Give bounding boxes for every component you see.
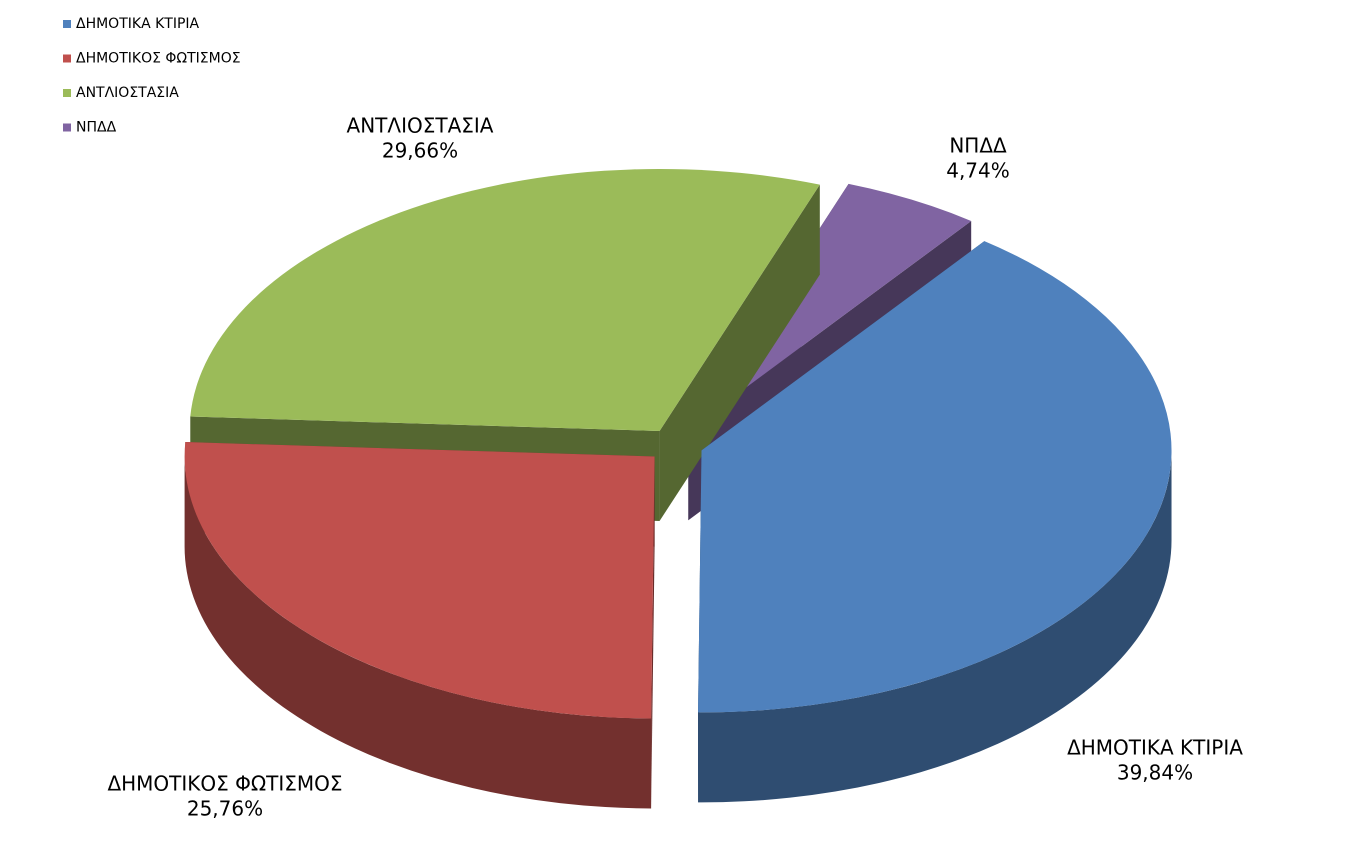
data-label-name: ΔΗΜΟΤΙΚΑ ΚΤΙΡΙΑ xyxy=(1067,736,1243,760)
data-label-value: 29,66% xyxy=(382,139,458,163)
data-label-value: 4,74% xyxy=(946,159,1010,183)
legend-label: ΔΗΜΟΤΙΚΟΣ ΦΩΤΙΣΜΟΣ xyxy=(76,51,241,67)
legend-swatch xyxy=(63,123,71,132)
legend-label: ΑΝΤΛΙΟΣΤΑΣΙΑ xyxy=(76,85,179,101)
data-label-name: ΔΗΜΟΤΙΚΟΣ ΦΩΤΙΣΜΟΣ xyxy=(107,772,342,796)
legend-swatch xyxy=(63,89,71,97)
legend-label: ΔΗΜΟΤΙΚΑ ΚΤΙΡΙΑ xyxy=(76,16,200,32)
slice xyxy=(698,241,1172,803)
slice xyxy=(698,241,1172,713)
slice xyxy=(190,168,820,431)
legend-swatch xyxy=(63,20,71,28)
slice-side xyxy=(659,184,820,521)
legend-swatch xyxy=(63,54,71,63)
slice-side xyxy=(698,450,1172,803)
data-label-name: ΑΝΤΛΙΟΣΤΑΣΙΑ xyxy=(347,114,494,138)
legend-label: ΝΠΔΔ xyxy=(76,120,117,136)
data-label-value: 25,76% xyxy=(187,797,263,821)
data-label-name: ΝΠΔΔ xyxy=(949,134,1007,158)
slice-side xyxy=(184,456,652,809)
data-label-value: 39,84% xyxy=(1117,761,1193,785)
slice xyxy=(688,183,972,431)
slice xyxy=(184,442,655,809)
slice xyxy=(184,442,655,719)
